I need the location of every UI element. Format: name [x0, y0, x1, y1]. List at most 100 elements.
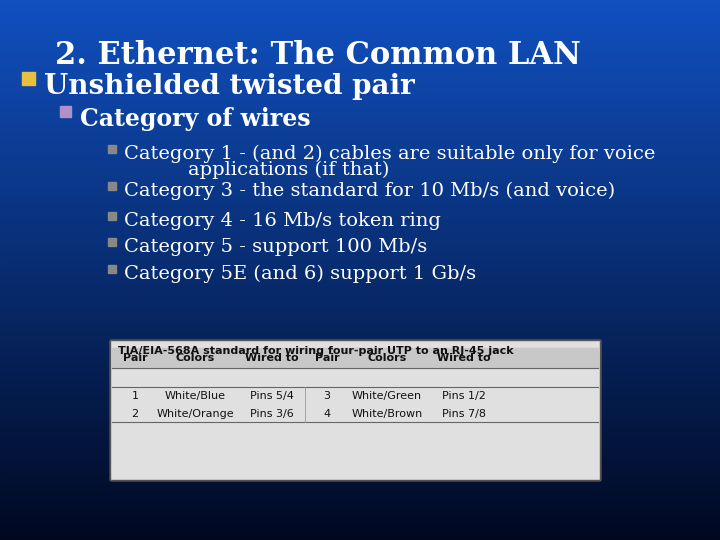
Bar [0, 107, 720, 111]
Bar [0, 94, 720, 97]
Bar [0, 475, 720, 478]
Bar [0, 523, 720, 526]
Bar [0, 288, 720, 292]
Bar [0, 121, 720, 124]
Bar [0, 326, 720, 329]
Bar [0, 380, 720, 383]
Bar [0, 232, 720, 235]
Text: Category 1 - (and 2) cables are suitable only for voice: Category 1 - (and 2) cables are suitable… [124, 145, 655, 163]
Bar [0, 467, 720, 470]
Bar [0, 415, 720, 418]
Bar [0, 321, 720, 324]
Bar [0, 202, 720, 205]
Bar [0, 418, 720, 421]
Bar [0, 521, 720, 524]
Bar [0, 16, 720, 19]
Bar [0, 502, 720, 505]
Bar [0, 140, 720, 143]
Bar [0, 21, 720, 24]
Bar [0, 218, 720, 221]
Bar [0, 440, 720, 443]
Bar [0, 8, 720, 11]
Bar [0, 64, 720, 68]
Bar [0, 488, 720, 491]
Bar [0, 453, 720, 456]
Bar [0, 278, 720, 281]
Bar [0, 215, 720, 219]
Bar [0, 43, 720, 46]
Bar [0, 137, 720, 140]
Bar [0, 51, 720, 54]
Bar [0, 99, 720, 103]
Text: Wired to: Wired to [437, 353, 491, 363]
Bar [0, 242, 720, 246]
Bar [0, 421, 720, 424]
Bar [0, 491, 720, 494]
Bar [0, 364, 720, 367]
Bar [0, 299, 720, 302]
Bar [0, 350, 720, 354]
Bar [0, 124, 720, 127]
Bar [0, 153, 720, 157]
Text: 1: 1 [132, 391, 138, 401]
Bar [0, 456, 720, 459]
Bar [0, 234, 720, 238]
Text: Pins 1/2: Pins 1/2 [442, 391, 486, 401]
Bar [0, 48, 720, 51]
Bar [0, 445, 720, 448]
Bar [0, 213, 720, 216]
Bar [0, 267, 720, 270]
Bar [0, 375, 720, 378]
Bar [0, 205, 720, 208]
Text: Pair: Pair [122, 353, 148, 363]
Text: Pair: Pair [315, 353, 339, 363]
Bar [0, 180, 720, 184]
Bar [0, 178, 720, 181]
Bar [0, 272, 720, 275]
Bar [0, 485, 720, 489]
Bar [0, 132, 720, 135]
Bar [0, 151, 720, 154]
Bar [0, 515, 720, 518]
Bar [0, 70, 720, 73]
Bar [0, 280, 720, 284]
Bar [0, 164, 720, 167]
Bar [0, 494, 720, 497]
Bar [0, 26, 720, 30]
Bar [0, 67, 720, 70]
Bar [0, 13, 720, 16]
Bar [0, 534, 720, 537]
Bar [0, 118, 720, 122]
Text: 4: 4 [323, 409, 330, 419]
Bar [0, 183, 720, 186]
Text: Category 5E (and 6) support 1 Gb/s: Category 5E (and 6) support 1 Gb/s [124, 265, 476, 284]
Bar [0, 302, 720, 305]
Bar [0, 269, 720, 273]
Text: Category 3 - the standard for 10 Mb/s (and voice): Category 3 - the standard for 10 Mb/s (a… [124, 182, 615, 200]
Bar [0, 261, 720, 265]
Bar [110, 340, 600, 480]
Bar [0, 407, 720, 410]
Bar [0, 334, 720, 338]
Bar [0, 29, 720, 32]
Bar [0, 97, 720, 100]
Bar [0, 143, 720, 146]
Bar [60, 106, 71, 117]
Bar [0, 307, 720, 310]
Bar [0, 207, 720, 211]
Bar [0, 32, 720, 35]
Bar [0, 396, 720, 400]
Bar [0, 442, 720, 446]
Bar [0, 80, 720, 84]
Bar [0, 45, 720, 49]
Bar [0, 91, 720, 94]
Bar [0, 35, 720, 38]
Bar [0, 342, 720, 346]
Bar [0, 291, 720, 294]
Bar [0, 275, 720, 278]
Bar [0, 318, 720, 321]
Bar [0, 464, 720, 467]
Bar [0, 172, 720, 176]
Bar [0, 434, 720, 437]
Bar [0, 294, 720, 297]
